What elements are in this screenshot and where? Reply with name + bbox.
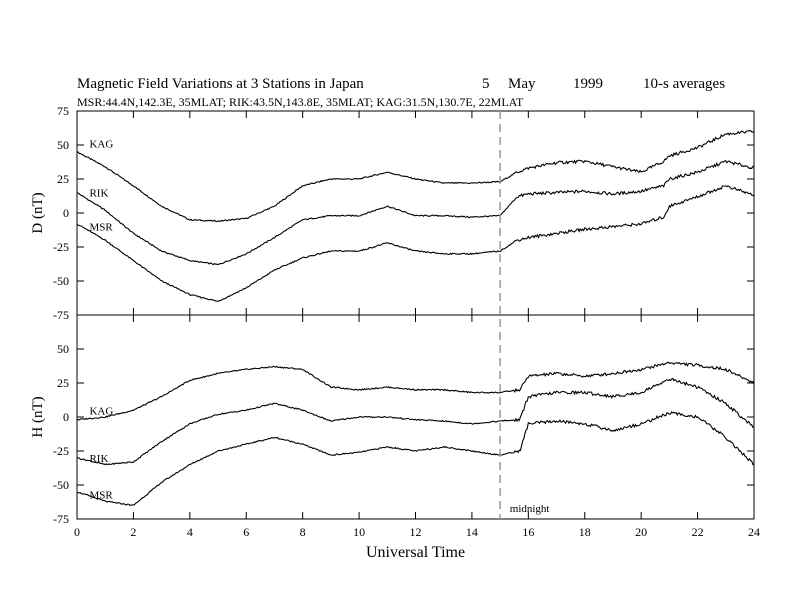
annotation-kag: KAG: [89, 405, 113, 417]
annotation-rik: RIK: [89, 453, 108, 465]
x-tick-label: 18: [579, 525, 591, 539]
x-tick-label: 14: [466, 525, 478, 539]
title-averaging: 10-s averages: [643, 76, 725, 92]
y-axis-label: D (nT): [30, 192, 46, 233]
series-line-kag: [76, 129, 755, 223]
x-tick-label: 0: [74, 525, 80, 539]
title-month: May: [508, 76, 536, 92]
series-line-msr: [76, 411, 755, 507]
plot-frame: [76, 314, 755, 520]
y-tick-label: -25: [53, 240, 69, 254]
x-tick-label: 22: [692, 525, 704, 539]
annotation-kag: KAG: [89, 139, 113, 151]
y-tick-label: -75: [53, 308, 69, 322]
x-tick-label: 16: [522, 525, 534, 539]
title-main: Magnetic Field Variations at 3 Stations …: [77, 76, 364, 92]
annotation-msr: MSR: [89, 490, 113, 502]
station-coordinates: MSR:44.4N,142.3E, 35MLAT; RIK:43.5N,143.…: [77, 95, 524, 109]
title-year: 1999: [573, 76, 603, 92]
chart-title: Magnetic Field Variations at 3 Stations …: [77, 76, 725, 109]
y-tick-label: -75: [53, 512, 69, 526]
annotation-midnight: midnight: [510, 503, 550, 515]
y-tick-label: 25: [57, 376, 69, 390]
y-tick-label: 0: [63, 206, 69, 220]
x-tick-label: 10: [353, 525, 365, 539]
x-tick-label: 24: [748, 525, 760, 539]
x-tick-label: 20: [635, 525, 647, 539]
series-line-rik: [76, 377, 755, 466]
x-tick-label: 8: [300, 525, 306, 539]
x-tick-label: 2: [130, 525, 136, 539]
x-tick-label: 6: [243, 525, 249, 539]
panel-d: -75 -50 -25 0 25 50 75 D (nT) KAG RIK MSR: [30, 104, 755, 322]
series-line-rik: [77, 160, 755, 266]
title-day: 5: [482, 76, 490, 92]
y-tick-label: 25: [57, 172, 69, 186]
y-tick-label: 50: [57, 342, 69, 356]
y-tick-label: 50: [57, 138, 69, 152]
x-tick-label: 12: [410, 525, 422, 539]
annotation-rik: RIK: [89, 188, 108, 200]
x-axis-label: Universal Time: [366, 544, 465, 561]
y-tick-label: -25: [53, 444, 69, 458]
series-line-msr: [76, 185, 755, 302]
x-tick-label: 4: [187, 525, 193, 539]
y-tick-label: -50: [53, 478, 69, 492]
plot-frame: [76, 110, 755, 316]
y-axis-label: H (nT): [30, 396, 46, 437]
annotation-msr: MSR: [89, 222, 113, 234]
y-tick-label: 75: [57, 104, 69, 118]
y-tick-label: -50: [53, 274, 69, 288]
y-tick-label: 0: [63, 410, 69, 424]
series-line-kag: [76, 361, 755, 421]
